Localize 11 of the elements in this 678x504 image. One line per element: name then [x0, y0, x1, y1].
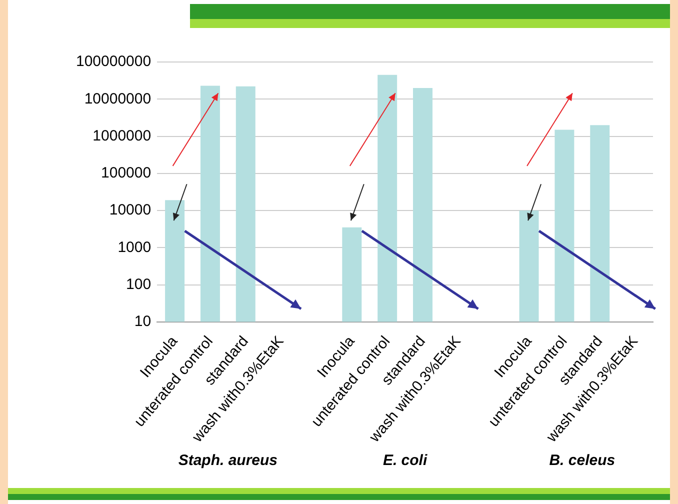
y-tick-label: 10000000 — [84, 90, 152, 108]
text: E. coli — [382, 452, 428, 469]
y-tick-label: 1000000 — [92, 127, 152, 144]
y-tick-label: 100000000 — [76, 53, 152, 70]
y-tick-label: 10 — [134, 313, 152, 330]
text: Staph. aureus — [178, 452, 278, 469]
y-tick-label: 100 — [126, 276, 152, 293]
text: B. celeus — [549, 452, 616, 469]
y-tick-label: 1000 — [118, 238, 152, 256]
y-tick-label: 10000 — [109, 202, 152, 219]
y-tick-label: 100000 — [101, 164, 152, 182]
